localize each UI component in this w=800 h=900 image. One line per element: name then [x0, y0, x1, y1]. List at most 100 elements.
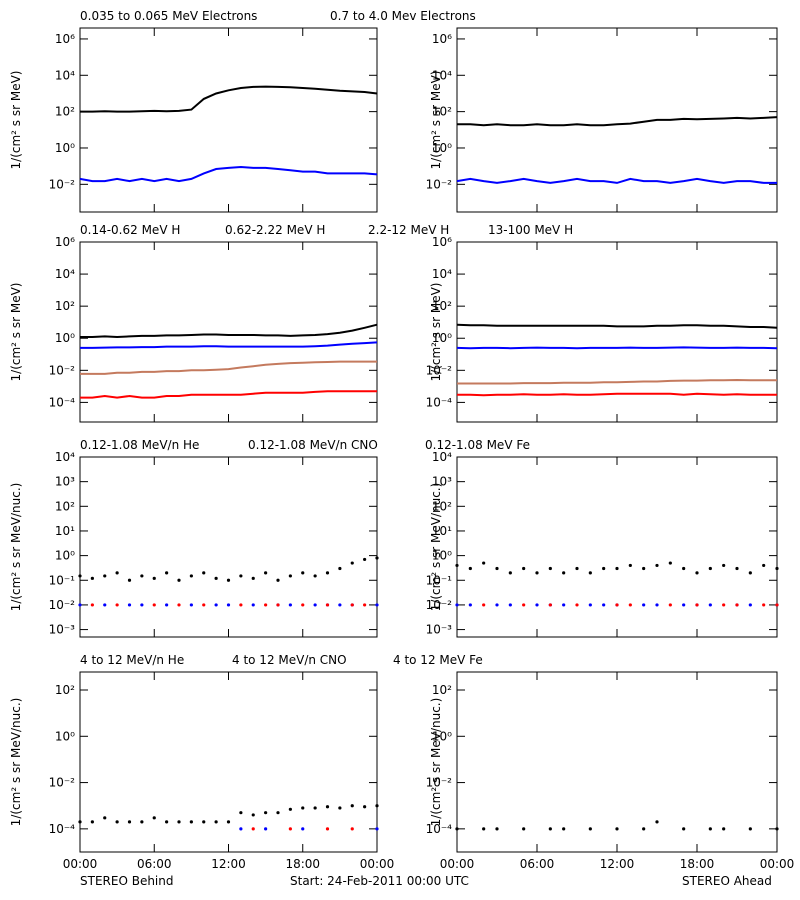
- data-point: [189, 603, 193, 607]
- y-tick-label: 10⁻⁴: [49, 822, 76, 836]
- data-point: [722, 827, 726, 831]
- data-point: [140, 820, 144, 824]
- data-point: [90, 603, 94, 607]
- data-point: [748, 603, 752, 607]
- data-point: [762, 563, 766, 568]
- data-point: [325, 571, 330, 575]
- data-point: [735, 603, 739, 607]
- data-point: [535, 603, 539, 607]
- data-point: [264, 571, 268, 575]
- data-point: [239, 603, 243, 607]
- data-point: [775, 603, 779, 607]
- y-tick-label: 10⁶: [432, 32, 452, 46]
- data-point: [239, 811, 243, 815]
- plot-frame: [456, 456, 778, 638]
- data-point: [338, 806, 342, 810]
- y-tick-label: 10⁻³: [49, 623, 76, 637]
- series-line: [80, 323, 378, 339]
- data-point: [288, 574, 292, 578]
- y-tick-label: 10⁰: [55, 331, 75, 345]
- data-point: [251, 576, 255, 580]
- data-point: [214, 820, 218, 824]
- data-point: [226, 578, 231, 582]
- data-point: [602, 566, 606, 571]
- data-point: [251, 813, 255, 817]
- data-point: [301, 827, 305, 831]
- data-point: [127, 603, 132, 607]
- data-point: [214, 603, 218, 607]
- data-point: [495, 827, 499, 831]
- data-point: [468, 603, 472, 607]
- y-tick-label: 10⁻³: [426, 623, 453, 637]
- data-point: [115, 571, 119, 575]
- y-tick-label: 10⁴: [55, 267, 75, 281]
- x-tick-label: 12:00: [211, 857, 246, 871]
- data-point: [655, 563, 659, 568]
- x-tick-label: 06:00: [137, 857, 172, 871]
- series-line: [79, 165, 378, 183]
- data-point: [482, 827, 486, 831]
- data-point: [722, 563, 726, 568]
- data-point: [695, 571, 699, 575]
- data-point: [103, 574, 107, 578]
- data-point: [127, 820, 132, 824]
- x-tick-label: 00:00: [440, 857, 475, 871]
- data-point: [615, 827, 619, 831]
- data-point: [642, 827, 646, 831]
- y-tick-label: 10¹: [55, 524, 75, 538]
- data-point: [288, 603, 292, 607]
- data-point: [562, 571, 566, 575]
- series-line: [457, 116, 778, 127]
- data-point: [202, 820, 206, 824]
- data-point: [762, 603, 766, 607]
- data-point: [602, 603, 606, 607]
- data-point: [177, 578, 181, 582]
- data-point: [615, 603, 619, 607]
- series-line: [457, 378, 777, 385]
- y-axis-label: 1/(cm² s sr MeV): [429, 71, 443, 170]
- x-tick-label: 00:00: [360, 857, 395, 871]
- data-point: [301, 571, 305, 575]
- data-point: [682, 603, 686, 607]
- data-point: [588, 603, 592, 607]
- legend-entry: 0.12-1.08 MeV/n CNO: [248, 438, 378, 452]
- data-point: [177, 603, 181, 607]
- y-tick-label: 10²: [55, 105, 75, 119]
- data-point: [588, 827, 592, 831]
- data-point: [350, 561, 354, 565]
- series-line: [456, 346, 778, 350]
- y-tick-label: 10⁰: [432, 141, 452, 155]
- legend-entry: 0.035 to 0.065 MeV Electrons: [80, 9, 257, 23]
- data-point: [301, 603, 305, 607]
- data-point: [708, 603, 712, 607]
- data-point: [548, 827, 552, 831]
- data-point: [90, 576, 94, 580]
- data-point: [535, 571, 539, 575]
- data-point: [264, 603, 268, 607]
- data-point: [338, 566, 342, 571]
- footer-left: STEREO Behind: [80, 874, 174, 888]
- y-tick-label: 10⁻⁴: [426, 822, 453, 836]
- data-point: [668, 561, 672, 565]
- plot-frame: [79, 671, 378, 853]
- data-point: [522, 603, 526, 607]
- y-tick-label: 10⁻²: [49, 598, 76, 612]
- series-line: [456, 177, 777, 184]
- data-point: [708, 827, 712, 831]
- data-point: [325, 603, 330, 607]
- data-point: [165, 820, 169, 824]
- x-tick-label: 12:00: [600, 857, 635, 871]
- y-tick-label: 10⁻¹: [426, 573, 453, 587]
- series-line: [80, 341, 378, 349]
- footer-right: STEREO Ahead: [682, 874, 772, 888]
- data-point: [628, 603, 632, 607]
- data-point: [562, 827, 566, 831]
- y-tick-label: 10²: [432, 683, 452, 697]
- y-axis-label: 1/(cm² s sr MeV/nuc.): [429, 483, 443, 612]
- data-point: [78, 820, 82, 824]
- data-point: [276, 811, 280, 815]
- plot-frame: [456, 671, 778, 853]
- data-point: [682, 566, 686, 571]
- data-point: [562, 603, 566, 607]
